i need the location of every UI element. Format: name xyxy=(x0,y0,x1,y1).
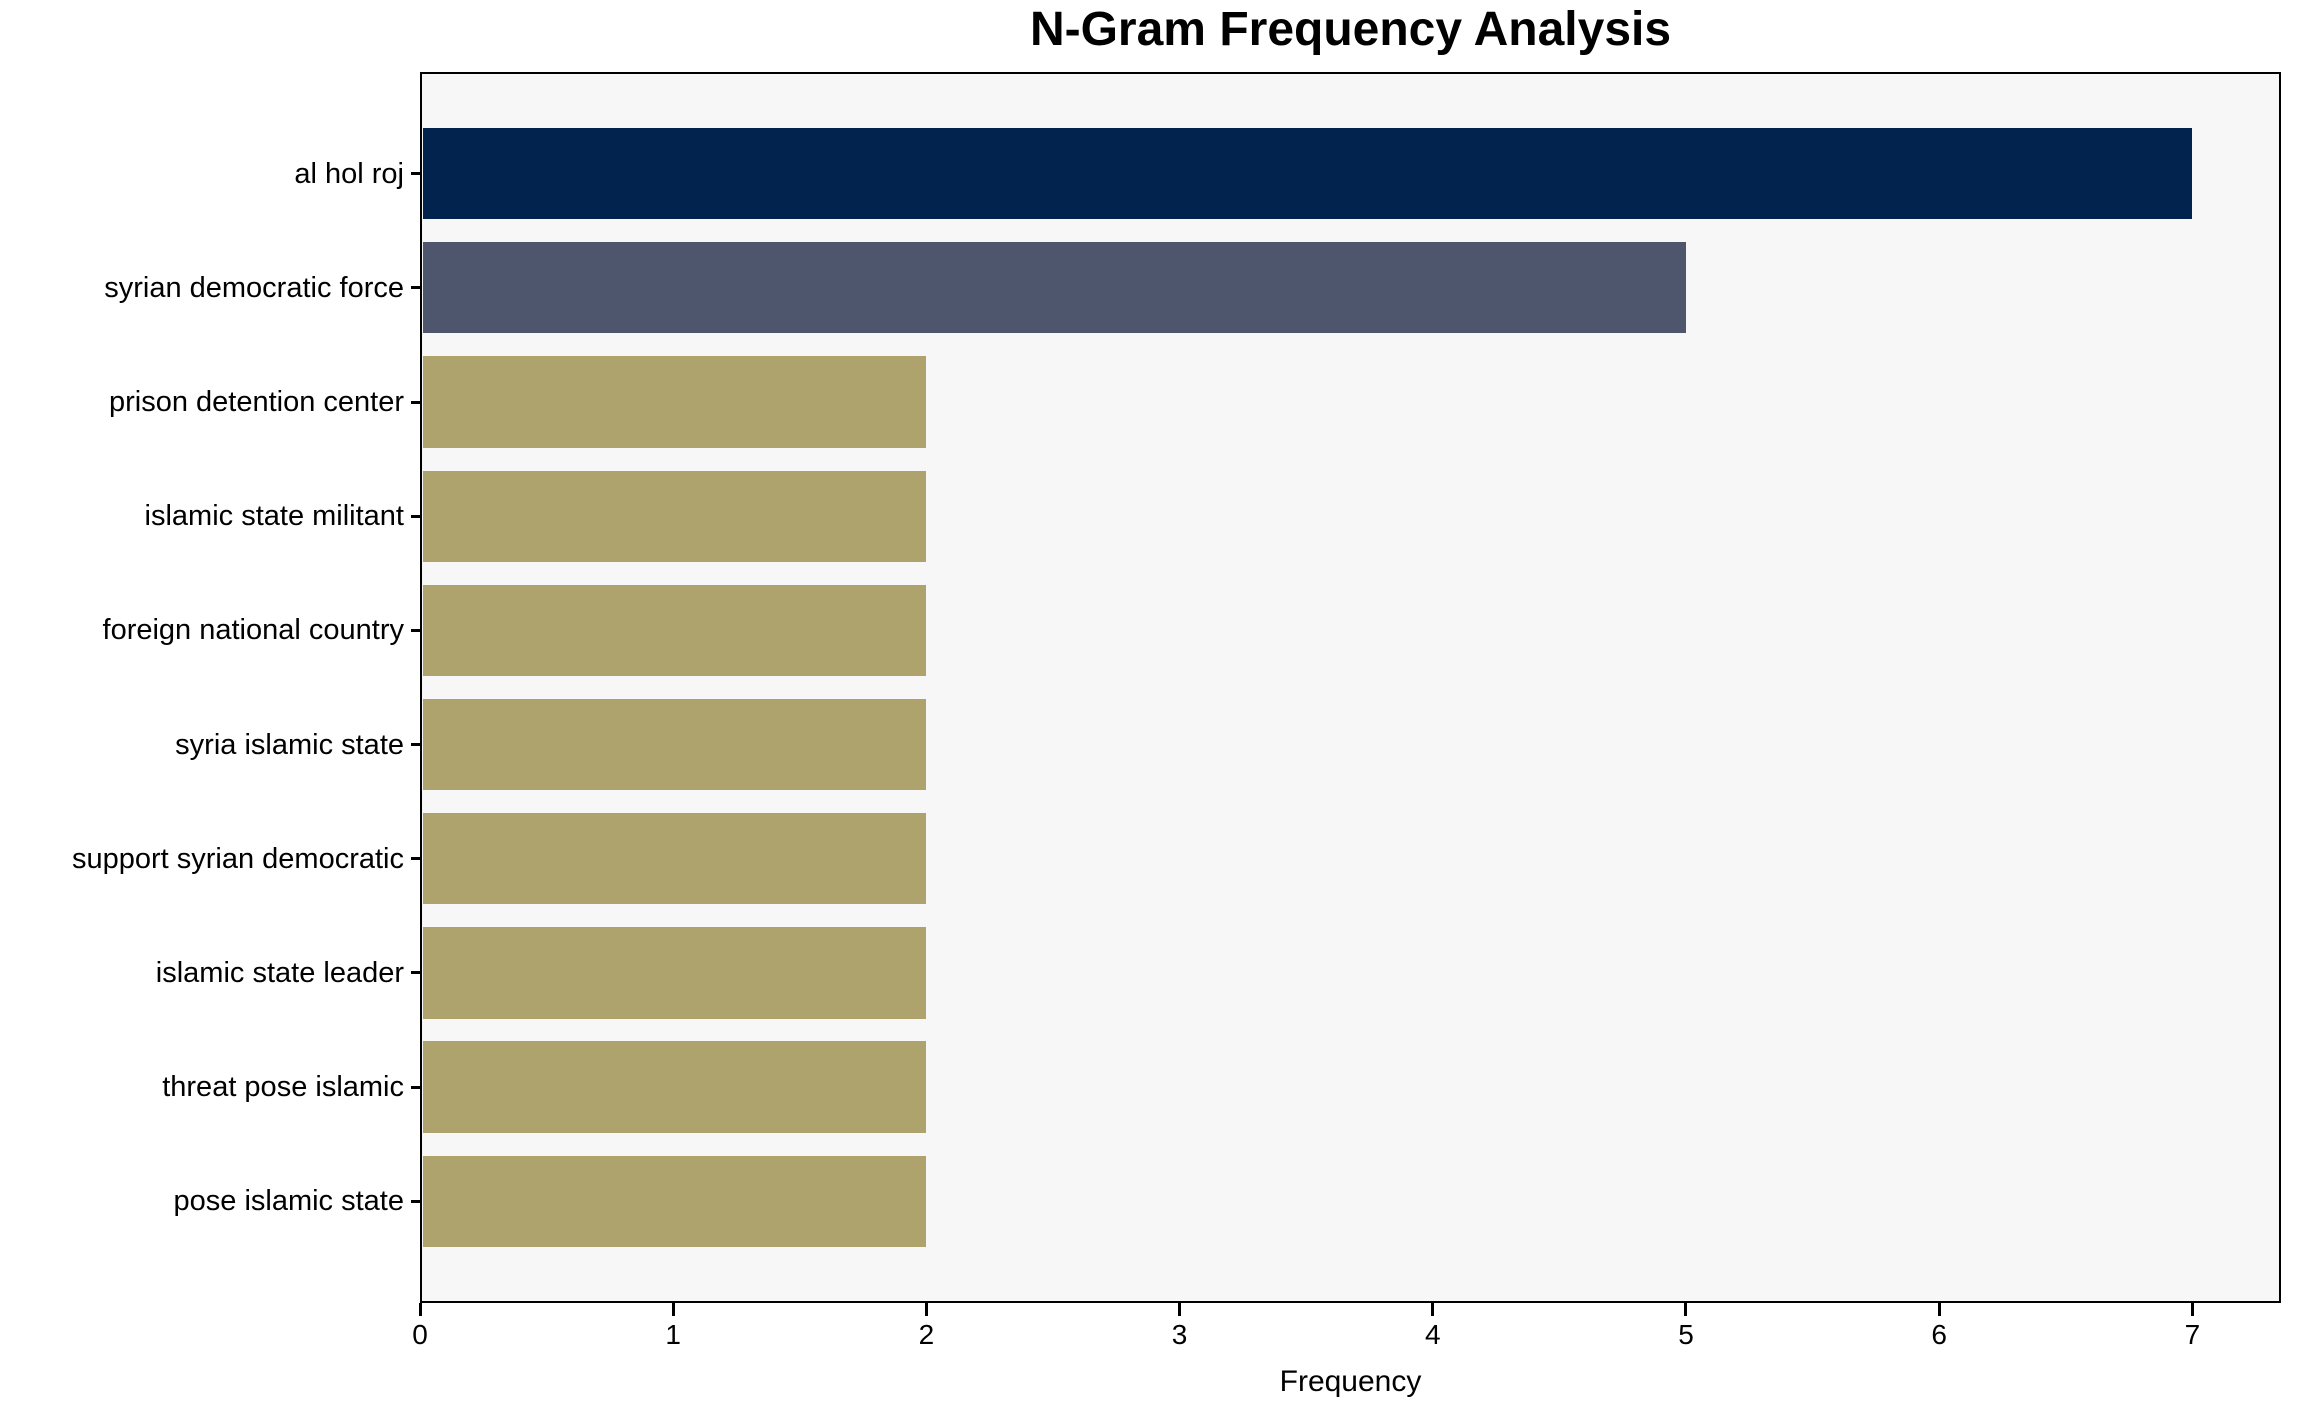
bar-prison-detention-center xyxy=(422,356,927,448)
x-tick-mark xyxy=(924,1303,928,1316)
x-tick-label-1: 1 xyxy=(665,1319,681,1350)
y-tick-mark xyxy=(411,628,420,632)
y-tick-mark xyxy=(411,743,420,747)
bar-foreign-national-country xyxy=(422,584,927,677)
y-tick-label-pose-islamic-state: pose islamic state xyxy=(173,1185,405,1218)
bar-threat-pose-islamic xyxy=(422,1041,927,1133)
bar-syrian-democratic-force xyxy=(422,242,1686,334)
bar-syria-islamic-state xyxy=(422,698,927,791)
y-tick-label-foreign-national-country: foreign national country xyxy=(102,614,404,647)
x-tick-label-5: 5 xyxy=(1678,1319,1694,1350)
chart-title: N-Gram Frequency Analysis xyxy=(1029,3,1672,56)
y-tick-mark xyxy=(411,1085,420,1089)
x-tick-label-4: 4 xyxy=(1424,1319,1441,1350)
y-tick-label-islamic-state-militant: islamic state militant xyxy=(144,500,404,533)
y-tick-mark xyxy=(411,1199,420,1203)
y-tick-label-syria-islamic-state: syria islamic state xyxy=(175,728,404,761)
bar-islamic-state-leader xyxy=(422,927,927,1019)
bar-islamic-state-militant xyxy=(422,470,927,562)
x-tick-mark xyxy=(2190,1303,2194,1316)
x-tick-mark xyxy=(1431,1303,1435,1316)
y-tick-label-islamic-state-leader: islamic state leader xyxy=(155,956,404,989)
y-tick-label-syrian-democratic-force: syrian democratic force xyxy=(104,271,404,304)
x-tick-label-2: 2 xyxy=(918,1319,935,1350)
x-tick-label-3: 3 xyxy=(1171,1319,1188,1350)
x-tick-mark xyxy=(671,1303,675,1316)
y-tick-mark xyxy=(411,514,420,518)
x-tick-label-0: 0 xyxy=(412,1319,428,1350)
y-tick-mark xyxy=(411,400,420,404)
x-axis-label: Frequency xyxy=(1279,1365,1422,1398)
x-tick-label-7: 7 xyxy=(2184,1319,2201,1350)
x-tick-label-6: 6 xyxy=(1931,1319,1947,1350)
y-tick-label-threat-pose-islamic: threat pose islamic xyxy=(162,1071,404,1104)
bar-support-syrian-democratic xyxy=(422,813,927,905)
x-tick-mark xyxy=(418,1303,422,1316)
y-tick-mark xyxy=(411,172,420,176)
y-tick-mark xyxy=(411,857,420,861)
y-tick-label-al-hol-roj: al hol roj xyxy=(294,157,404,190)
y-tick-label-prison-detention-center: prison detention center xyxy=(108,386,404,419)
y-tick-mark xyxy=(411,286,420,290)
x-tick-mark xyxy=(1937,1303,1941,1316)
x-tick-mark xyxy=(1684,1303,1688,1316)
y-tick-label-support-syrian-democratic: support syrian democratic xyxy=(71,842,404,875)
bar-pose-islamic-state xyxy=(422,1155,927,1248)
y-tick-mark xyxy=(411,971,420,975)
x-tick-mark xyxy=(1178,1303,1182,1316)
bar-al-hol-roj xyxy=(422,127,2193,220)
